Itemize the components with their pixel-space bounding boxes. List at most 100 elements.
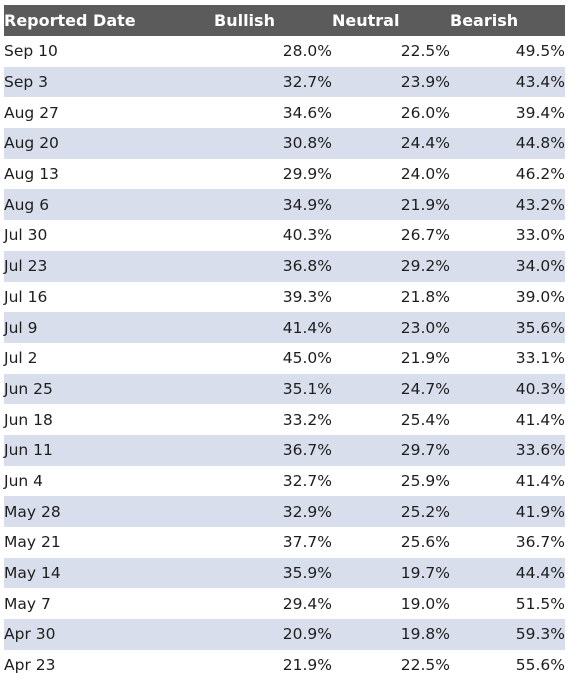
cell-bearish: 41.4%: [515, 471, 565, 490]
cell-reported-date: Jul 23: [4, 250, 214, 282]
cell-bullish: 45.0%: [282, 349, 332, 368]
cell-bearish: 41.9%: [450, 496, 565, 527]
cell-reported-date: Jun 11: [4, 434, 214, 466]
header-bullish: Bullish: [214, 5, 332, 36]
cell-reported-date: May 7: [4, 594, 51, 613]
cell-bearish: 59.3%: [450, 619, 565, 650]
cell-bullish: 40.3%: [282, 226, 332, 245]
cell-bullish: 36.8%: [214, 250, 332, 282]
cell-bullish: 34.6%: [282, 103, 332, 122]
cell-bearish: 33.6%: [450, 434, 565, 466]
cell-bearish: 39.0%: [515, 287, 565, 306]
cell-bullish: 35.9%: [214, 557, 332, 589]
cell-neutral: 24.4%: [332, 128, 450, 159]
cell-bullish: 32.7%: [282, 471, 332, 490]
cell-bearish: 43.2%: [450, 189, 565, 221]
table-row: May 21 37.7% 25.6% 36.7%: [4, 527, 565, 558]
cell-neutral: 21.9%: [400, 349, 450, 368]
cell-bullish: 37.7%: [282, 533, 332, 552]
cell-bullish: 35.1%: [214, 373, 332, 405]
cell-bearish: 43.4%: [450, 66, 565, 98]
cell-reported-date: Jul 16: [4, 287, 48, 306]
cell-neutral: 24.7%: [332, 373, 450, 405]
cell-neutral: 25.4%: [400, 410, 450, 429]
cell-bullish: 29.4%: [282, 594, 332, 613]
table-row: May 28 32.9% 25.2% 41.9%: [4, 496, 565, 527]
table-row: Jun 11 36.7% 29.7% 33.6%: [4, 434, 565, 466]
table-row: Jul 2 45.0% 21.9% 33.1%: [4, 343, 565, 374]
cell-bearish: 39.4%: [515, 103, 565, 122]
cell-bullish: 33.2%: [282, 410, 332, 429]
cell-reported-date: Aug 13: [4, 165, 59, 184]
cell-reported-date: May 14: [4, 557, 214, 589]
cell-bearish: 33.0%: [515, 226, 565, 245]
header-reported-date: Reported Date: [4, 5, 214, 36]
cell-reported-date: Jun 25: [4, 373, 214, 405]
cell-bearish: 44.4%: [450, 557, 565, 589]
cell-bullish: 32.9%: [214, 496, 332, 527]
cell-reported-date: Aug 27: [4, 103, 59, 122]
cell-neutral: 22.5%: [400, 656, 450, 675]
cell-reported-date: Sep 10: [4, 42, 58, 61]
cell-reported-date: Sep 3: [4, 66, 214, 98]
cell-neutral: 25.2%: [332, 496, 450, 527]
cell-bullish: 28.0%: [282, 42, 332, 61]
cell-neutral: 19.7%: [332, 557, 450, 589]
cell-bullish: 20.9%: [214, 619, 332, 650]
cell-neutral: 22.5%: [400, 42, 450, 61]
sentiment-table: Reported Date Bullish Neutral Bearish Se…: [4, 5, 565, 680]
cell-bearish: 49.5%: [515, 42, 565, 61]
cell-neutral: 26.0%: [400, 103, 450, 122]
table-row: Aug 13 29.9% 24.0% 46.2%: [4, 159, 565, 190]
table-row: Aug 20 30.8% 24.4% 44.8%: [4, 128, 565, 159]
cell-reported-date: Jul 9: [4, 312, 214, 343]
cell-bullish: 21.9%: [282, 656, 332, 675]
table-row: Aug 27 34.6% 26.0% 39.4%: [4, 97, 565, 128]
cell-bearish: 41.4%: [515, 410, 565, 429]
cell-bullish: 30.8%: [214, 128, 332, 159]
cell-reported-date: Apr 23: [4, 656, 56, 675]
header-neutral: Neutral: [332, 5, 450, 36]
table-row: Jun 4 32.7% 25.9% 41.4%: [4, 466, 565, 497]
cell-reported-date: Apr 30: [4, 619, 214, 650]
cell-bearish: 44.8%: [450, 128, 565, 159]
table-row: Apr 30 20.9% 19.8% 59.3%: [4, 619, 565, 650]
table-row: Aug 6 34.9% 21.9% 43.2%: [4, 189, 565, 221]
table-body: Sep 10 28.0% 22.5% 49.5% Sep 3 32.7% 23.9% 43.4…: [4, 36, 565, 680]
cell-neutral: 29.2%: [332, 250, 450, 282]
table-row: Jun 18 33.2% 25.4% 41.4%: [4, 404, 565, 435]
cell-bearish: 46.2%: [515, 165, 565, 184]
cell-bullish: 41.4%: [214, 312, 332, 343]
cell-neutral: 19.8%: [332, 619, 450, 650]
table-row: Jul 16 39.3% 21.8% 39.0%: [4, 282, 565, 313]
cell-neutral: 24.0%: [400, 165, 450, 184]
cell-neutral: 29.7%: [332, 434, 450, 466]
cell-neutral: 19.0%: [400, 594, 450, 613]
table-row: Jun 25 35.1% 24.7% 40.3%: [4, 373, 565, 405]
cell-neutral: 23.9%: [332, 66, 450, 98]
cell-bullish: 39.3%: [282, 287, 332, 306]
table-header: Reported Date Bullish Neutral Bearish: [4, 5, 565, 36]
cell-bullish: 32.7%: [214, 66, 332, 98]
header-row: Reported Date Bullish Neutral Bearish: [4, 5, 565, 36]
cell-neutral: 26.7%: [400, 226, 450, 245]
cell-bearish: 51.5%: [515, 594, 565, 613]
cell-bullish: 36.7%: [214, 434, 332, 466]
table-row: Jul 9 41.4% 23.0% 35.6%: [4, 312, 565, 343]
table-row: Jul 23 36.8% 29.2% 34.0%: [4, 250, 565, 282]
table-row: Sep 3 32.7% 23.9% 43.4%: [4, 66, 565, 98]
cell-reported-date: Jul 2: [4, 349, 38, 368]
cell-bearish: 33.1%: [515, 349, 565, 368]
cell-neutral: 21.9%: [332, 189, 450, 221]
header-bearish: Bearish: [450, 5, 565, 36]
cell-reported-date: Aug 6: [4, 189, 214, 221]
cell-reported-date: May 28: [4, 496, 214, 527]
cell-neutral: 25.6%: [400, 533, 450, 552]
cell-reported-date: May 21: [4, 533, 61, 552]
cell-reported-date: Aug 20: [4, 128, 214, 159]
table-row: Apr 23 21.9% 22.5% 55.6%: [4, 650, 565, 680]
cell-reported-date: Jun 4: [4, 471, 44, 490]
table-row: Sep 10 28.0% 22.5% 49.5%: [4, 36, 565, 67]
cell-reported-date: Jun 18: [4, 410, 53, 429]
